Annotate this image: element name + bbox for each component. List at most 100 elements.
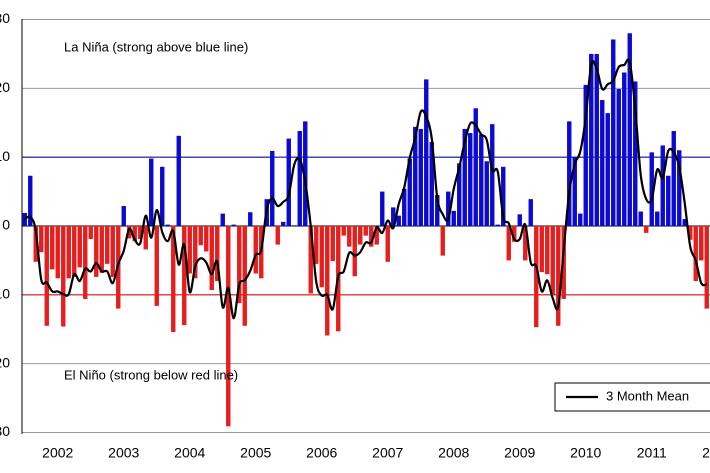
bar: [666, 175, 671, 226]
bar: [704, 226, 709, 309]
legend-label: 3 Month Mean: [606, 388, 689, 403]
bar: [407, 158, 412, 226]
bar: [627, 33, 632, 227]
bar: [330, 226, 335, 262]
bar: [231, 224, 236, 226]
line-layer: [24, 58, 708, 320]
bar-layer: [22, 33, 709, 427]
annotation: El Niño (strong below red line): [64, 367, 238, 382]
bar: [138, 226, 143, 240]
bar: [154, 226, 159, 306]
y-tick-label: 10: [0, 148, 10, 164]
x-tick-label: 2004: [174, 445, 205, 461]
bar: [182, 226, 187, 326]
bar: [561, 226, 566, 299]
bar: [248, 212, 253, 226]
bar: [363, 226, 368, 236]
bar: [523, 226, 528, 261]
bar: [396, 215, 401, 226]
mean-line: [24, 58, 708, 320]
bar: [446, 191, 451, 226]
x-tick-label: 2012: [702, 445, 710, 461]
bar: [204, 226, 209, 252]
bar: [699, 226, 704, 261]
bar: [616, 89, 621, 226]
bar: [479, 134, 484, 226]
legend: 3 Month Mean: [554, 382, 710, 412]
bar: [94, 226, 99, 277]
bar: [402, 188, 407, 226]
bar: [22, 212, 27, 226]
bar: [468, 133, 473, 226]
x-tick-label: 2003: [108, 445, 139, 461]
y-tick-label: -10: [0, 286, 10, 302]
bar: [644, 226, 649, 233]
bar: [292, 225, 297, 226]
bar: [253, 226, 258, 274]
bar: [490, 124, 495, 226]
x-tick-label: 2002: [42, 445, 73, 461]
bar: [440, 226, 445, 256]
bar: [281, 221, 286, 226]
y-tick-label: -20: [0, 354, 10, 370]
bar: [424, 79, 429, 226]
bar: [83, 226, 88, 299]
bar: [545, 226, 550, 275]
bar: [517, 214, 522, 226]
bar: [605, 113, 610, 226]
bar: [429, 142, 434, 226]
bar: [457, 163, 462, 226]
bar: [39, 226, 44, 253]
annotation: La Niña (strong above blue line): [64, 39, 248, 54]
bar: [105, 226, 110, 264]
bar: [633, 81, 638, 226]
bar: [226, 226, 231, 427]
bar: [380, 191, 385, 226]
bar: [528, 199, 533, 226]
bar: [66, 226, 71, 279]
bar: [132, 226, 137, 242]
x-tick-label: 2007: [372, 445, 403, 461]
bar: [385, 226, 390, 262]
bar: [72, 226, 77, 277]
bar: [347, 226, 352, 247]
x-tick-label: 2008: [438, 445, 469, 461]
bar: [55, 226, 60, 279]
bar: [677, 150, 682, 226]
bar: [660, 145, 665, 226]
bar: [611, 39, 616, 226]
bar: [50, 226, 55, 270]
x-tick-label: 2011: [637, 445, 667, 461]
bar: [160, 166, 165, 226]
bar: [44, 226, 49, 326]
y-tick-label: -30: [0, 423, 10, 439]
bar: [682, 219, 687, 226]
bar: [418, 128, 423, 226]
bar: [297, 131, 302, 226]
bar: [506, 226, 511, 261]
bar: [578, 213, 583, 226]
bar: [61, 226, 66, 327]
bar: [220, 213, 225, 226]
bar: [352, 226, 357, 277]
bar: [435, 195, 440, 226]
bar: [600, 100, 605, 226]
bar: [198, 226, 203, 246]
bar: [303, 121, 308, 226]
bar: [655, 211, 660, 226]
bar: [193, 226, 198, 279]
bar: [622, 72, 627, 226]
label-layer: -30 -20 -10 0 10 20 30 2002 2003 2004 2005 2006 2007…: [0, 10, 710, 461]
bar: [688, 226, 693, 240]
y-tick-label: 30: [0, 10, 10, 26]
bar: [28, 175, 33, 226]
bar: [308, 226, 313, 294]
bar: [237, 226, 242, 304]
bar: [121, 206, 126, 226]
bar: [391, 207, 396, 226]
x-tick-label: 2010: [570, 445, 601, 461]
bar: [242, 226, 247, 326]
bar: [143, 226, 148, 250]
